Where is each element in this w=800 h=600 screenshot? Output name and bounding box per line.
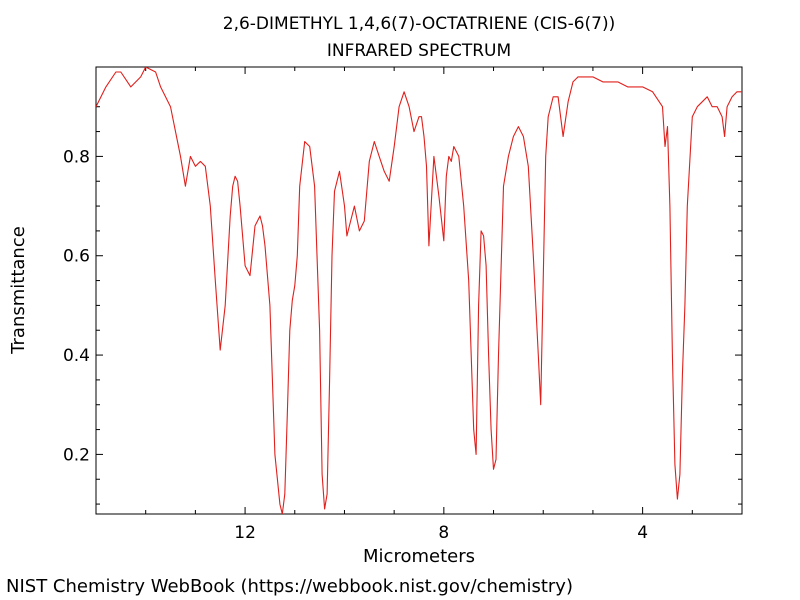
chart-subtitle: INFRARED SPECTRUM [327,41,511,61]
x-axis-ticks: 12 8 4 [145,67,693,543]
y-tick-label: 0.2 [63,445,90,465]
x-tick-label: 12 [234,523,256,543]
y-axis-label: Transmittance [8,226,29,355]
source-credit: NIST Chemistry WebBook (https://webbook.… [6,576,573,597]
y-axis-ticks: 0.2 0.4 0.6 0.8 [63,106,742,505]
x-tick-label: 4 [637,523,648,543]
y-tick-label: 0.4 [63,346,90,366]
plot-frame [95,66,743,515]
x-tick-label: 8 [438,523,449,543]
chart-title: 2,6-DIMETHYL 1,4,6(7)-OCTATRIENE (CIS-6(… [223,14,615,34]
spectrum-line [96,67,742,514]
y-tick-label: 0.6 [63,247,90,267]
x-axis-label: Micrometers [363,546,475,567]
y-tick-label: 0.8 [63,147,90,167]
